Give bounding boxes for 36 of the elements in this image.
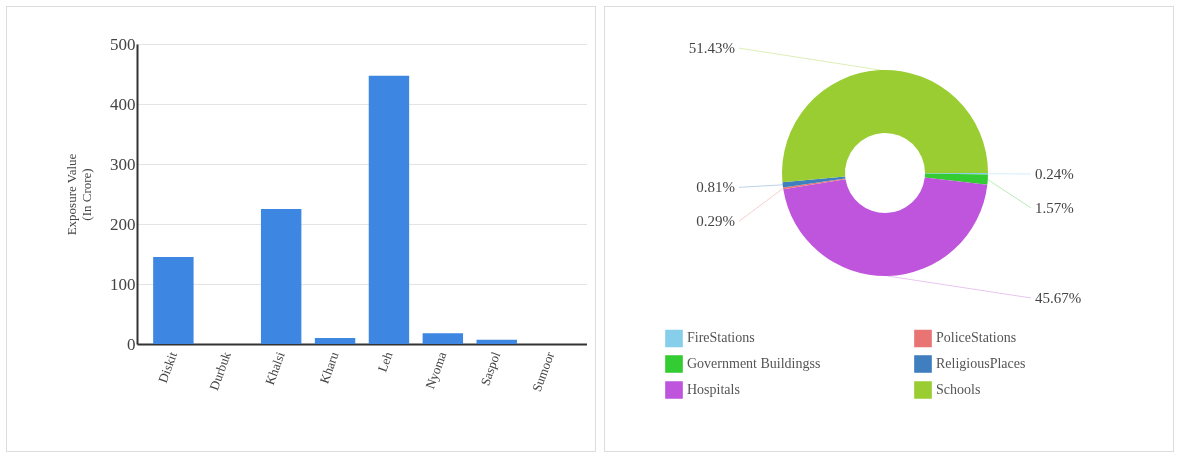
donut-slice — [782, 70, 988, 183]
y-axis-title: Exposure Value (In Crore) — [64, 153, 94, 236]
y-tick-label: 0 — [127, 334, 136, 354]
data-label: 45.67% — [1035, 289, 1082, 306]
donut-slice — [783, 177, 988, 276]
legend-label: ReligiousPlaces — [936, 356, 1026, 371]
legend-label: PoliceStations — [936, 330, 1017, 346]
y-tick-label: 500 — [110, 34, 136, 54]
x-tick-label: Saspol — [477, 349, 504, 388]
x-tick-label: Leh — [374, 349, 396, 374]
x-tick-label: Diskit — [154, 349, 181, 385]
bar — [153, 257, 194, 344]
legend-label: Hospitals — [687, 382, 740, 397]
x-tick-label: Nyoma — [422, 349, 450, 391]
bar — [260, 209, 302, 344]
y-tick-label: 300 — [110, 154, 136, 174]
data-label: 0.29% — [696, 213, 735, 230]
legend-label: Government Buildingss — [687, 356, 821, 371]
y-tick-label: 200 — [110, 214, 136, 234]
bar — [476, 339, 517, 344]
x-tick-label: Sumoor — [529, 349, 558, 394]
legend-label: FireStations — [687, 330, 755, 346]
x-tick-label: Kharu — [316, 349, 342, 386]
bar — [422, 333, 464, 344]
donut-slice — [924, 173, 988, 185]
data-label: 0.24% — [1035, 165, 1074, 182]
x-tick-label: Durbuk — [206, 349, 235, 393]
bar — [314, 338, 356, 344]
x-tick-label: Khalsi — [262, 349, 288, 387]
data-label: 1.57% — [1035, 199, 1074, 216]
data-label: 51.43% — [688, 40, 735, 57]
bar — [368, 75, 410, 344]
legend-label: Schools — [936, 382, 981, 397]
y-tick-label: 400 — [110, 94, 136, 114]
data-label: 0.81% — [696, 179, 735, 196]
y-tick-label: 100 — [110, 274, 136, 294]
